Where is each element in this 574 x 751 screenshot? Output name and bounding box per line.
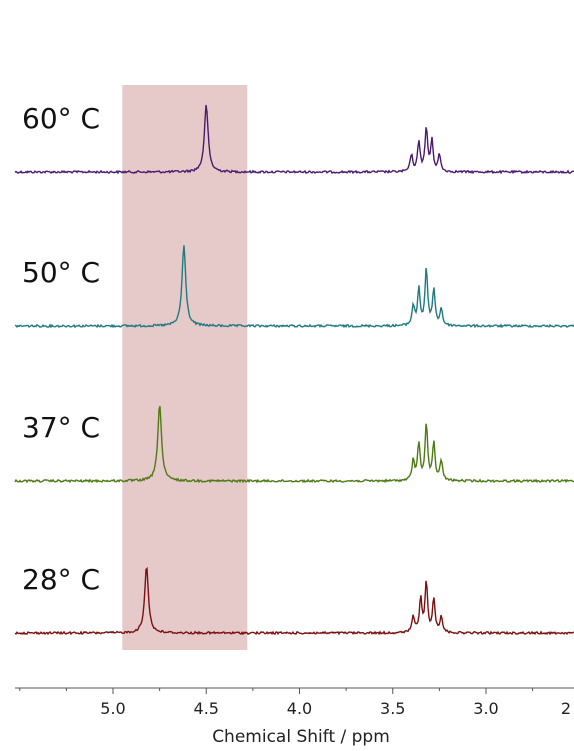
- x-tick-label: 2: [561, 699, 571, 718]
- temperature-label: 37° C: [22, 411, 100, 444]
- temperature-label: 60° C: [22, 102, 100, 135]
- x-axis-title: Chemical Shift / ppm: [212, 727, 390, 747]
- x-tick-label: 3.0: [473, 699, 498, 718]
- temperature-label: 28° C: [22, 563, 100, 596]
- highlight-region: [122, 85, 248, 650]
- temperature-label: 50° C: [22, 256, 100, 289]
- x-tick-label: 4.0: [287, 699, 312, 718]
- spectrum-line: [14, 566, 574, 636]
- spectrum-line: [14, 104, 574, 175]
- x-tick-label: 4.5: [194, 699, 219, 718]
- spectra-group: [14, 104, 574, 636]
- x-tick-label: 5.0: [100, 699, 125, 718]
- temperature-labels: 60° C 50° C 37° C 28° C: [22, 102, 100, 596]
- spectrum-line: [14, 405, 574, 484]
- x-tick-label: 3.5: [380, 699, 405, 718]
- spectrum-line: [14, 245, 574, 329]
- x-axis-ticks: 5.0 4.5 4.0 3.5 3.0 2: [19, 688, 571, 718]
